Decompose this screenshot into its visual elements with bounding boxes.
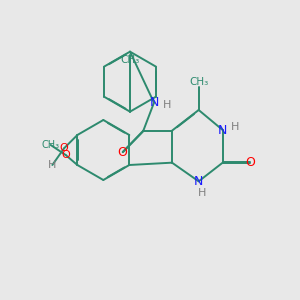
Text: O: O bbox=[61, 150, 70, 160]
Text: CH₃: CH₃ bbox=[189, 77, 208, 87]
Text: H: H bbox=[230, 122, 239, 132]
Text: H: H bbox=[197, 188, 206, 198]
Text: O: O bbox=[118, 146, 128, 158]
Text: CH₃: CH₃ bbox=[42, 140, 60, 150]
Text: N: N bbox=[218, 124, 227, 136]
Text: H: H bbox=[48, 160, 56, 170]
Text: CH₃: CH₃ bbox=[120, 55, 140, 65]
Text: N: N bbox=[149, 96, 159, 109]
Text: O: O bbox=[60, 143, 68, 153]
Text: N: N bbox=[194, 175, 203, 188]
Text: O: O bbox=[245, 156, 255, 169]
Text: H: H bbox=[163, 100, 171, 110]
